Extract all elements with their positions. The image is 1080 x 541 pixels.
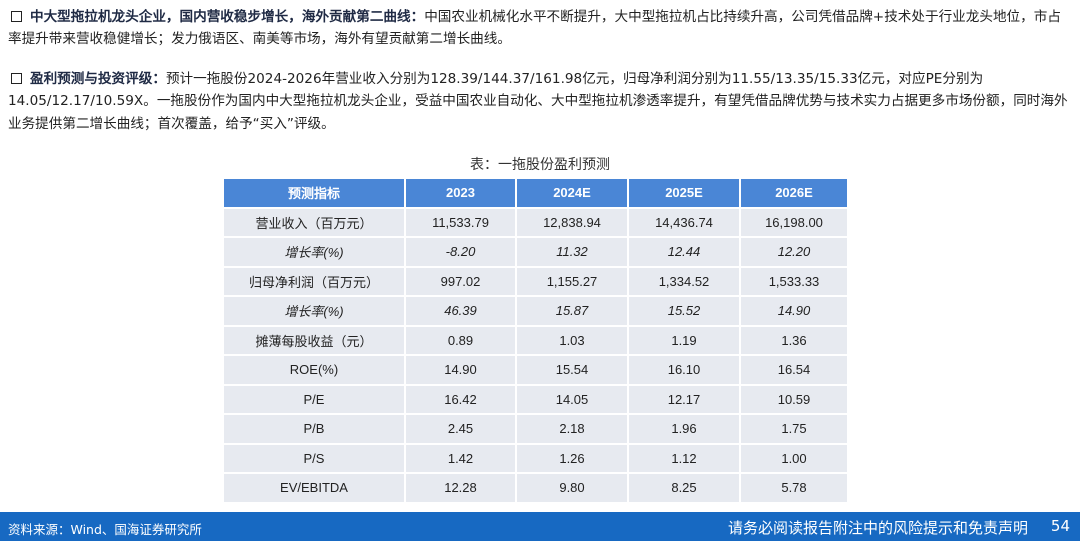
table-cell: 2.18 (517, 415, 627, 443)
table-cell: 1,533.33 (741, 267, 847, 295)
row-label: ROE(%) (224, 356, 404, 384)
table-cell: 1,155.27 (517, 267, 627, 295)
header-cell-2025e: 2025E (629, 179, 739, 207)
header-cell-metric: 预测指标 (224, 179, 404, 207)
table-cell: 16.54 (741, 356, 847, 384)
table-cell: 14.05 (517, 385, 627, 413)
table-cell: 1.19 (629, 326, 739, 354)
paragraph-lead: 中大型拖拉机龙头企业，国内营收稳步增长，海外贡献第二曲线： (30, 9, 425, 25)
table-cell: 15.54 (517, 356, 627, 384)
table-row: EV/EBITDA 12.28 9.80 8.25 5.78 (224, 474, 847, 502)
table-row: ROE(%) 14.90 15.54 16.10 16.54 (224, 356, 847, 384)
row-label: P/S (224, 444, 404, 472)
table-cell: 2.45 (406, 415, 515, 443)
row-label: 归母净利润（百万元） (224, 267, 404, 295)
table-row: 归母净利润（百万元） 997.02 1,155.27 1,334.52 1,53… (224, 267, 847, 295)
checkbox-bullet-icon (11, 73, 22, 84)
table-caption: 表：一拖股份盈利预测 (470, 157, 610, 173)
disclaimer-text: 请务必阅读报告附注中的风险提示和免责声明 (727, 519, 1028, 537)
table-row: 增长率(%) 46.39 15.87 15.52 14.90 (224, 297, 847, 325)
table-cell: 14.90 (741, 297, 847, 325)
checkbox-bullet-icon (11, 11, 22, 22)
table-cell: 10.59 (741, 385, 847, 413)
table-cell: 16,198.00 (741, 208, 847, 236)
table-cell: 9.80 (517, 474, 627, 502)
row-label: 营业收入（百万元） (224, 208, 404, 236)
header-cell-2026e: 2026E (741, 179, 847, 207)
table-cell: 11,533.79 (406, 208, 515, 236)
row-label: P/B (224, 415, 404, 443)
table-cell: 14,436.74 (629, 208, 739, 236)
table-cell: 1.75 (741, 415, 847, 443)
table-row: P/S 1.42 1.26 1.12 1.00 (224, 444, 847, 472)
table-cell: 12,838.94 (517, 208, 627, 236)
source-note: 资料来源：Wind、国海证券研究所 (8, 522, 202, 537)
page-number: 54 (1050, 517, 1070, 535)
paragraph-lead: 盈利预测与投资评级： (30, 71, 166, 87)
table-cell: 11.32 (517, 238, 627, 266)
table-cell: 1.42 (406, 444, 515, 472)
paragraph-body: 预计一拖股份2024-2026年营业收入分别为128.39/144.37/161… (8, 71, 1068, 132)
table-cell: 46.39 (406, 297, 515, 325)
table-row: 营业收入（百万元） 11,533.79 12,838.94 14,436.74 … (224, 208, 847, 236)
row-label: EV/EBITDA (224, 474, 404, 502)
paragraph-forecast: 盈利预测与投资评级：预计一拖股份2024-2026年营业收入分别为128.39/… (8, 68, 1074, 135)
table-cell: 1.12 (629, 444, 739, 472)
table-cell: 1.96 (629, 415, 739, 443)
table-cell: 1.36 (741, 326, 847, 354)
table-cell: 16.10 (629, 356, 739, 384)
table-cell: 5.78 (741, 474, 847, 502)
table-row: 摊薄每股收益（元） 0.89 1.03 1.19 1.36 (224, 326, 847, 354)
table-cell: 1.03 (517, 326, 627, 354)
table-cell: 1.00 (741, 444, 847, 472)
table-cell: 14.90 (406, 356, 515, 384)
row-label: P/E (224, 385, 404, 413)
table-cell: 12.17 (629, 385, 739, 413)
row-label: 增长率(%) (224, 297, 404, 325)
table-row: 增长率(%) -8.20 11.32 12.44 12.20 (224, 238, 847, 266)
table-cell: 1,334.52 (629, 267, 739, 295)
table-cell: 12.20 (741, 238, 847, 266)
table-cell: 15.87 (517, 297, 627, 325)
paragraph-industry: 中大型拖拉机龙头企业，国内营收稳步增长，海外贡献第二曲线：中国农业机械化水平不断… (8, 6, 1074, 51)
footer-bar: 资料来源：Wind、国海证券研究所 请务必阅读报告附注中的风险提示和免责声明 5… (0, 512, 1080, 541)
row-label: 摊薄每股收益（元） (224, 326, 404, 354)
table-cell: 12.44 (629, 238, 739, 266)
table-cell: 12.28 (406, 474, 515, 502)
row-label: 增长率(%) (224, 238, 404, 266)
table-cell: 16.42 (406, 385, 515, 413)
paragraph-body: 中国农业机械化水平不断提升，大中型拖拉机占比持续升高，公司凭借品牌+技术处于行业… (8, 9, 1061, 48)
header-cell-2023: 2023 (406, 179, 515, 207)
table-cell: 0.89 (406, 326, 515, 354)
header-cell-2024e: 2024E (517, 179, 627, 207)
table-cell: 997.02 (406, 267, 515, 295)
table-header-row: 预测指标 2023 2024E 2025E 2026E (224, 179, 847, 207)
table-cell: -8.20 (406, 238, 515, 266)
table-cell: 8.25 (629, 474, 739, 502)
table-row: P/E 16.42 14.05 12.17 10.59 (224, 385, 847, 413)
table-row: P/B 2.45 2.18 1.96 1.75 (224, 415, 847, 443)
table-cell: 15.52 (629, 297, 739, 325)
table-cell: 1.26 (517, 444, 627, 472)
forecast-table: 预测指标 2023 2024E 2025E 2026E 营业收入（百万元） 11… (222, 177, 849, 504)
